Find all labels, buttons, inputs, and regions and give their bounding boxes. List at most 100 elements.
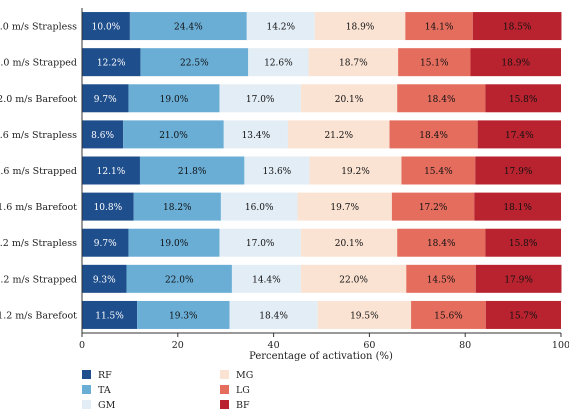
bar-segment-gm — [231, 264, 301, 293]
data-label: 18.9% — [501, 59, 530, 69]
x-tick-label: 100 — [552, 340, 569, 351]
data-label: 10.0% — [92, 23, 121, 33]
bar-segment-rf — [82, 300, 138, 329]
data-label: 21.8% — [178, 167, 207, 177]
data-label: 17.2% — [419, 203, 448, 213]
bar-segment-lg — [397, 228, 486, 257]
legend-item: GM — [82, 400, 116, 411]
bar-segment-rf — [82, 84, 129, 113]
bar-segment-bf — [475, 264, 562, 293]
legend-swatch-mg — [220, 370, 229, 379]
legend-item: BF — [220, 400, 250, 411]
x-tick-label: 0 — [79, 340, 85, 351]
bar-segment-lg — [398, 48, 471, 77]
bar-segment-bf — [485, 228, 561, 257]
category-label: 2.0 m/s Strapped — [0, 58, 77, 69]
data-label: 18.4% — [259, 311, 288, 321]
bar-segment-gm — [246, 12, 315, 41]
data-label: 20.1% — [335, 239, 364, 249]
data-label: 18.2% — [163, 203, 192, 213]
legend-swatch-ta — [82, 385, 91, 394]
bar-segment-gm — [244, 156, 310, 185]
data-label: 21.0% — [159, 131, 188, 141]
data-label: 15.4% — [424, 167, 453, 177]
data-label: 20.1% — [335, 95, 364, 105]
data-label: 18.7% — [339, 59, 368, 69]
data-label: 15.8% — [509, 239, 538, 249]
x-axis-ticks: 0 20 40 60 80 100 — [79, 333, 569, 351]
x-tick-label: 80 — [459, 340, 471, 351]
data-label: 16.0% — [245, 203, 274, 213]
bar-segment-rf — [82, 156, 140, 185]
legend-swatch-bf — [220, 400, 229, 409]
bar-segment-gm — [220, 192, 298, 221]
bar-segment-bf — [470, 48, 561, 77]
category-label: 1.6 m/s Barefoot — [0, 202, 77, 213]
category-label: 2.0 m/s Barefoot — [0, 94, 77, 105]
data-label: 9.7% — [94, 95, 117, 105]
data-label: 19.5% — [350, 311, 379, 321]
bar-segment-mg — [300, 228, 398, 257]
bar-segment-lg — [391, 192, 475, 221]
data-label: 10.8% — [94, 203, 123, 213]
data-label: 19.0% — [160, 95, 189, 105]
data-label: 15.1% — [420, 59, 449, 69]
data-label: 17.4% — [505, 131, 534, 141]
data-label: 19.0% — [160, 239, 189, 249]
bar-segment-ta — [123, 120, 224, 149]
data-label: 18.4% — [419, 131, 448, 141]
data-label: 19.3% — [169, 311, 198, 321]
bar-segment-rf — [82, 264, 127, 293]
category-label: 1.6 m/s Strapless — [0, 130, 77, 141]
bar-segment-ta — [137, 300, 230, 329]
x-tick-label: 20 — [172, 340, 184, 351]
data-label: 12.6% — [264, 59, 293, 69]
legend-item: LG — [220, 385, 250, 396]
bar-segment-ta — [133, 192, 221, 221]
data-label: 14.5% — [427, 275, 456, 285]
bar-segment-gm — [248, 48, 309, 77]
category-label: 1.2 m/s Strapless — [0, 238, 77, 249]
data-label: 9.7% — [94, 239, 117, 249]
bar-segment-ta — [140, 48, 249, 77]
bar-segment-gm — [229, 300, 318, 329]
legend: RF TA GM MG LG BF — [82, 370, 253, 411]
plot-area: 2.0 m/s Strapless 10.0% 24.4% 14.2% 18.9% 14.… — [0, 12, 562, 329]
bar-segment-bf — [485, 84, 561, 113]
bar-segment-rf — [82, 48, 141, 77]
x-tick-label: 60 — [363, 340, 375, 351]
data-label: 15.7% — [509, 311, 538, 321]
bar-segment-ta — [128, 84, 220, 113]
data-label: 17.9% — [504, 167, 533, 177]
bar-segment-mg — [314, 12, 406, 41]
bar-segment-ta — [129, 12, 247, 41]
legend-swatch-gm — [82, 400, 91, 409]
bar-segment-bf — [472, 12, 562, 41]
bar-segment-mg — [309, 156, 402, 185]
data-label: 18.9% — [346, 23, 375, 33]
data-label: 22.5% — [180, 59, 209, 69]
data-label: 8.6% — [91, 131, 114, 141]
category-label: 1.6 m/s Strapped — [0, 166, 77, 177]
data-label: 21.2% — [324, 131, 353, 141]
legend-swatch-lg — [220, 385, 229, 394]
bar-segment-ta — [126, 264, 232, 293]
legend-item: MG — [220, 370, 253, 381]
legend-item: RF — [82, 370, 112, 381]
bar-segment-bf — [474, 192, 561, 221]
legend-label: GM — [98, 400, 116, 411]
data-label: 19.2% — [341, 167, 370, 177]
bar-segment-lg — [406, 264, 476, 293]
data-label: 24.4% — [174, 23, 203, 33]
bar-segment-mg — [300, 264, 407, 293]
data-label: 17.0% — [246, 95, 275, 105]
data-label: 22.0% — [339, 275, 368, 285]
data-label: 9.3% — [93, 275, 116, 285]
bar-segment-rf — [82, 120, 124, 149]
bar-segment-lg — [397, 84, 486, 113]
category-label: 1.2 m/s Strapped — [0, 274, 77, 285]
legend-label: MG — [236, 370, 253, 381]
data-label: 11.5% — [95, 311, 124, 321]
bar-segment-lg — [389, 120, 478, 149]
data-label: 18.5% — [503, 23, 532, 33]
